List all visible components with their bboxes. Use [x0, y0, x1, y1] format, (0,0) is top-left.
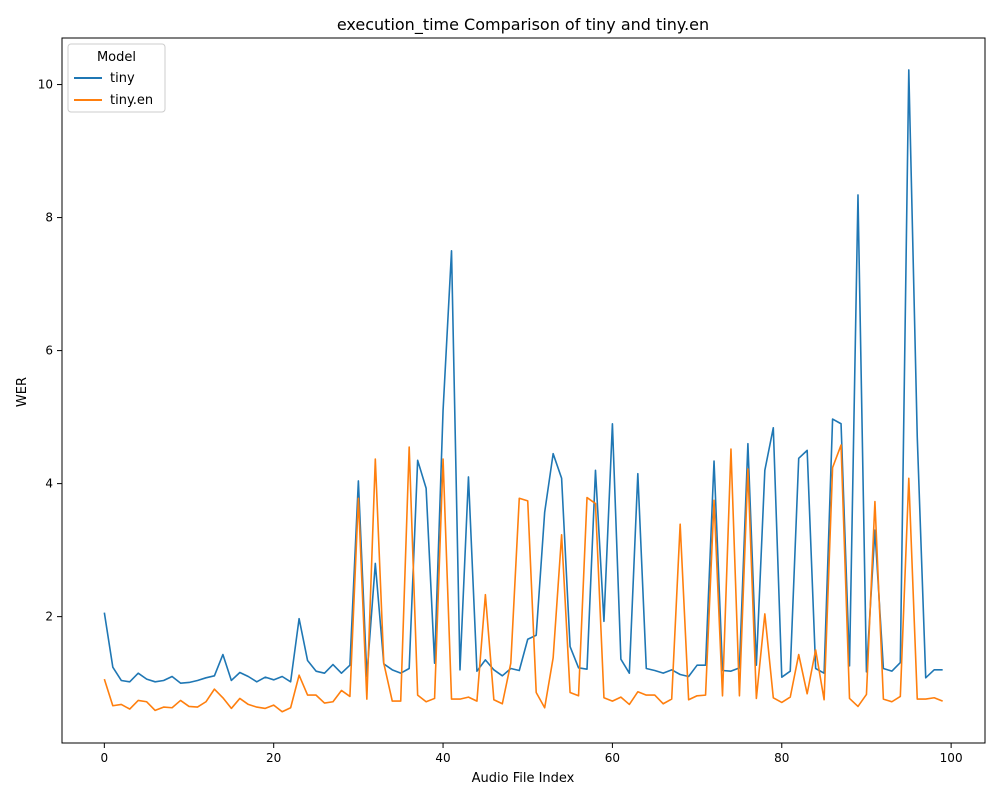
series-line-tiny: [103, 69, 943, 684]
x-tick-label: 80: [774, 751, 789, 765]
y-tick-label: 2: [45, 610, 53, 624]
series-line-tiny-en: [103, 444, 943, 713]
y-tick-label: 8: [45, 211, 53, 225]
y-tick-label: 6: [45, 344, 53, 358]
x-tick-label: 100: [940, 751, 963, 765]
x-tick-label: 40: [435, 751, 450, 765]
x-tick-label: 0: [101, 751, 109, 765]
y-axis-label: WER: [15, 377, 30, 407]
y-tick-label: 4: [45, 477, 53, 491]
legend-title: Model: [97, 50, 136, 65]
x-tick-label: 20: [266, 751, 281, 765]
x-tick-label: 60: [605, 751, 620, 765]
plot-frame: [61, 37, 986, 744]
chart-title: execution_time Comparison of tiny and ti…: [337, 15, 709, 35]
y-tick-label: 10: [38, 78, 53, 92]
legend-entry-label: tiny: [110, 71, 135, 86]
legend-box: [67, 43, 166, 113]
legend-entry-label: tiny.en: [110, 93, 153, 108]
x-axis-label: Audio File Index: [472, 771, 575, 786]
